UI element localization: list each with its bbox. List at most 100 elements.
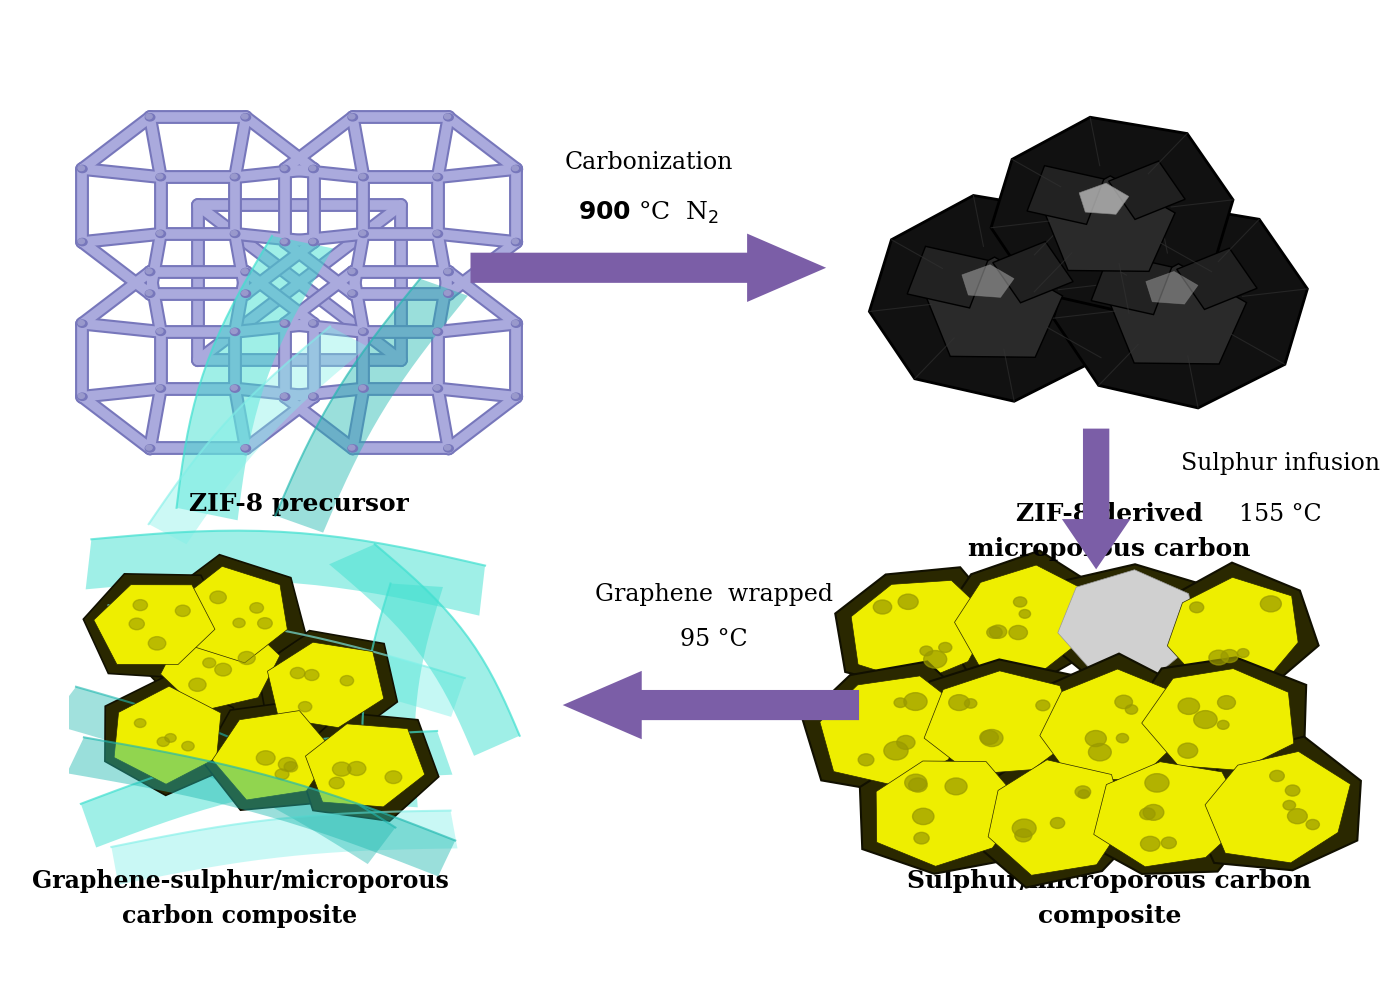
Circle shape — [241, 268, 251, 275]
Circle shape — [165, 734, 176, 742]
Circle shape — [77, 393, 87, 400]
Circle shape — [385, 771, 402, 783]
Circle shape — [157, 231, 162, 236]
Polygon shape — [202, 700, 347, 810]
Polygon shape — [1044, 176, 1175, 271]
Circle shape — [1161, 837, 1176, 849]
Circle shape — [360, 231, 365, 236]
Circle shape — [914, 833, 930, 844]
Polygon shape — [1078, 750, 1259, 874]
Text: carbon composite: carbon composite — [122, 904, 357, 928]
Circle shape — [897, 736, 916, 749]
Polygon shape — [1151, 562, 1319, 697]
Polygon shape — [907, 659, 1089, 784]
Circle shape — [78, 321, 84, 326]
Circle shape — [349, 268, 357, 275]
Circle shape — [1260, 596, 1281, 612]
Text: $\mathbf{900}$ °C  N$_2$: $\mathbf{900}$ °C N$_2$ — [578, 200, 718, 226]
Polygon shape — [1093, 762, 1247, 867]
Circle shape — [231, 329, 239, 336]
Circle shape — [949, 695, 969, 711]
Circle shape — [512, 321, 518, 326]
Circle shape — [1238, 648, 1249, 657]
Circle shape — [1288, 808, 1308, 824]
Circle shape — [1116, 734, 1128, 743]
Polygon shape — [1205, 751, 1351, 863]
Circle shape — [231, 174, 237, 178]
Polygon shape — [925, 257, 1063, 357]
Circle shape — [1075, 786, 1091, 797]
Circle shape — [146, 114, 155, 121]
Circle shape — [249, 603, 263, 613]
Circle shape — [924, 650, 946, 668]
Circle shape — [1014, 597, 1026, 607]
Polygon shape — [94, 585, 216, 664]
Circle shape — [1306, 820, 1319, 830]
Polygon shape — [1142, 668, 1294, 770]
Circle shape — [157, 737, 169, 747]
Circle shape — [231, 329, 237, 334]
Polygon shape — [115, 686, 221, 784]
Circle shape — [1282, 800, 1295, 810]
Circle shape — [214, 663, 231, 676]
Circle shape — [281, 239, 287, 244]
Circle shape — [280, 320, 290, 328]
Polygon shape — [329, 544, 519, 756]
Polygon shape — [276, 279, 468, 532]
Circle shape — [238, 651, 255, 664]
Polygon shape — [991, 117, 1233, 313]
Circle shape — [146, 446, 153, 450]
Circle shape — [1036, 700, 1050, 711]
Circle shape — [444, 269, 451, 273]
Text: Graphene  wrapped: Graphene wrapped — [595, 583, 833, 606]
Circle shape — [146, 268, 155, 275]
Polygon shape — [470, 234, 826, 302]
Circle shape — [189, 678, 206, 691]
Polygon shape — [955, 565, 1089, 671]
Circle shape — [77, 165, 87, 172]
Polygon shape — [1040, 669, 1177, 780]
Circle shape — [349, 290, 354, 295]
Circle shape — [1190, 602, 1204, 613]
Circle shape — [444, 446, 451, 450]
Circle shape — [511, 165, 521, 172]
Polygon shape — [876, 761, 1023, 866]
Circle shape — [511, 239, 521, 246]
Polygon shape — [81, 731, 452, 848]
Circle shape — [1009, 625, 1028, 640]
Circle shape — [347, 761, 365, 775]
Circle shape — [280, 165, 290, 172]
Text: Sulphur infusion: Sulphur infusion — [1182, 453, 1380, 476]
Circle shape — [242, 114, 248, 119]
Circle shape — [1141, 837, 1161, 851]
Circle shape — [1114, 696, 1133, 709]
Polygon shape — [49, 686, 395, 864]
Circle shape — [77, 320, 87, 328]
Text: 155 °C: 155 °C — [1239, 503, 1322, 525]
Circle shape — [309, 239, 318, 246]
Polygon shape — [924, 671, 1078, 774]
Circle shape — [157, 385, 162, 390]
Polygon shape — [148, 327, 368, 544]
Circle shape — [78, 239, 84, 244]
Polygon shape — [993, 242, 1074, 302]
Circle shape — [231, 231, 237, 236]
Circle shape — [511, 393, 521, 400]
Polygon shape — [267, 642, 384, 728]
Circle shape — [349, 445, 357, 452]
Polygon shape — [988, 760, 1124, 875]
Circle shape — [1144, 804, 1163, 821]
Circle shape — [242, 290, 248, 295]
Circle shape — [182, 742, 195, 751]
Circle shape — [305, 669, 319, 680]
Text: Carbonization: Carbonization — [564, 151, 732, 173]
Text: ZIF-8 precursor: ZIF-8 precursor — [189, 492, 409, 516]
Circle shape — [1177, 698, 1200, 715]
Polygon shape — [95, 605, 465, 717]
Circle shape — [965, 699, 977, 709]
Polygon shape — [85, 530, 484, 616]
Circle shape — [242, 269, 248, 273]
Circle shape — [146, 445, 155, 452]
Text: 95 °C: 95 °C — [680, 628, 748, 651]
Circle shape — [203, 658, 216, 668]
